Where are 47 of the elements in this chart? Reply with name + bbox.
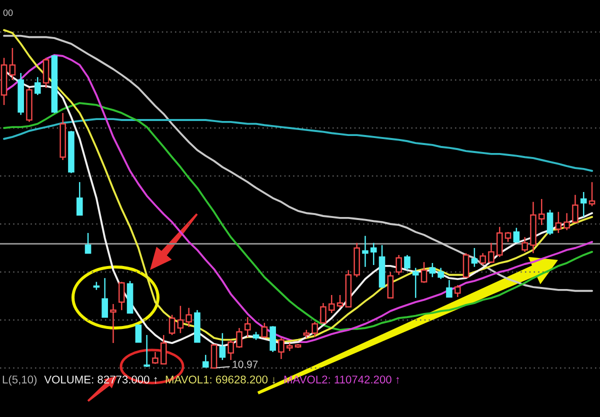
candlestick — [244, 316, 251, 338]
candlestick — [228, 339, 234, 361]
candlestick — [194, 309, 200, 343]
candlestick — [18, 72, 24, 116]
candlestick — [588, 181, 596, 207]
candlestick — [102, 277, 108, 318]
candlestick — [177, 305, 184, 334]
candlestick — [312, 321, 318, 338]
candlestick — [396, 254, 402, 276]
candlestick — [34, 76, 41, 96]
candlestick — [412, 267, 419, 299]
candlestick — [144, 334, 150, 368]
candlestick — [110, 303, 116, 344]
candlestick — [580, 191, 587, 218]
candlestick — [76, 181, 83, 216]
candlestick — [564, 212, 570, 231]
candlestick — [9, 47, 16, 81]
candlestick — [446, 279, 452, 298]
candlestick — [370, 242, 377, 266]
candlestick — [336, 294, 344, 308]
candlestick — [438, 267, 444, 280]
candlestick — [572, 194, 578, 224]
candlestick — [530, 201, 536, 254]
candlestick — [286, 342, 293, 352]
candlestick — [320, 302, 326, 324]
candlestick — [84, 232, 92, 254]
candlestick — [328, 294, 335, 314]
candlestick — [219, 332, 226, 361]
candlestick — [471, 247, 478, 268]
candlestick — [160, 334, 167, 364]
candlestick — [202, 354, 209, 368]
candlestick — [60, 112, 66, 161]
text: L(5,10) — [2, 375, 37, 386]
candlestick — [538, 198, 545, 226]
candlestick — [522, 236, 528, 252]
candlestick — [186, 307, 192, 328]
candlestick — [555, 211, 562, 234]
candlestick — [480, 252, 486, 266]
candlestick — [26, 87, 32, 123]
candlestick — [362, 235, 368, 268]
candlestick — [488, 242, 494, 264]
candlestick — [118, 281, 125, 311]
annotation: 10.97 — [232, 360, 258, 368]
text: 00 — [3, 10, 13, 16]
candlestick — [278, 337, 284, 360]
candlestick — [354, 242, 360, 278]
candlestick — [152, 351, 158, 364]
